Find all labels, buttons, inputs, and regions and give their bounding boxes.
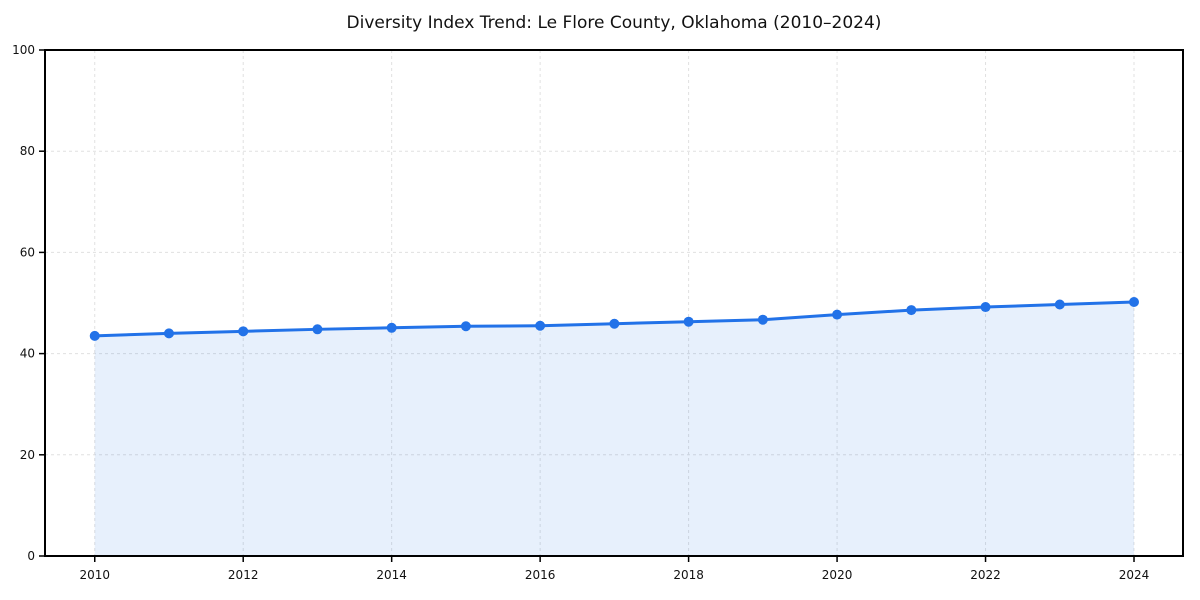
data-point xyxy=(906,305,917,316)
x-axis-tick-label: 2014 xyxy=(376,568,407,582)
data-point xyxy=(238,326,249,337)
y-axis-tick-label: 100 xyxy=(12,43,35,57)
data-point xyxy=(89,330,100,341)
y-axis-tick-label: 80 xyxy=(20,144,35,158)
area-fill xyxy=(94,301,1135,556)
data-point xyxy=(1129,296,1140,307)
data-point xyxy=(980,302,991,313)
y-axis-tick-label: 0 xyxy=(27,549,35,563)
y-axis-tick-label: 20 xyxy=(20,448,35,462)
data-point xyxy=(460,321,471,332)
chart-title: Diversity Index Trend: Le Flore County, … xyxy=(346,13,882,33)
x-axis-tick-label: 2016 xyxy=(525,568,556,582)
data-point xyxy=(832,309,843,320)
data-point xyxy=(312,324,323,335)
x-axis-tick-label: 2012 xyxy=(228,568,259,582)
data-point xyxy=(1054,299,1065,310)
data-point xyxy=(683,316,694,327)
x-axis-tick-label: 2018 xyxy=(673,568,704,582)
plot-frame xyxy=(44,49,1184,557)
data-point xyxy=(757,314,768,325)
x-axis-tick-label: 2022 xyxy=(970,568,1001,582)
x-axis-tick-label: 2010 xyxy=(79,568,110,582)
data-point xyxy=(609,318,620,329)
x-axis-tick-label: 2020 xyxy=(822,568,853,582)
x-axis-tick-label: 2024 xyxy=(1119,568,1150,582)
data-point xyxy=(535,320,546,331)
y-axis-tick-label: 60 xyxy=(20,245,35,259)
data-point xyxy=(163,328,174,339)
data-point xyxy=(386,322,397,333)
y-axis-tick-label: 40 xyxy=(20,347,35,361)
